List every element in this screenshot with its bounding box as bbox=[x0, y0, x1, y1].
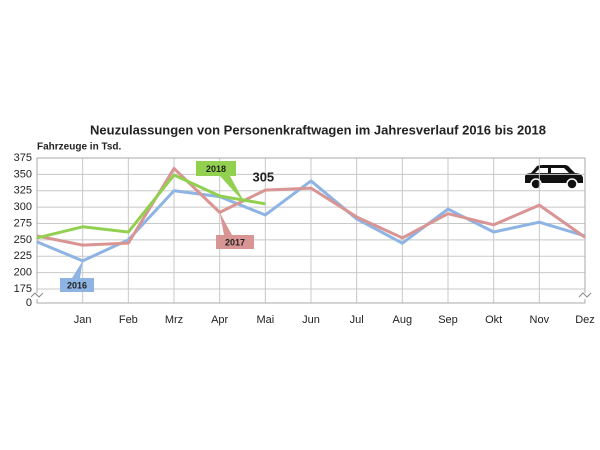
callout-pointer bbox=[72, 260, 83, 278]
axis-break bbox=[578, 292, 592, 298]
x-tick-label: Feb bbox=[119, 314, 138, 326]
x-tick-label: Jul bbox=[350, 314, 364, 326]
y-tick-label: 200 bbox=[14, 267, 32, 279]
x-tick-label: Mai bbox=[256, 314, 274, 326]
callout-box bbox=[60, 278, 94, 292]
y-axis-label: Fahrzeuge in Tsd. bbox=[37, 142, 121, 153]
x-tick-label: Sep bbox=[438, 314, 458, 326]
axis-break bbox=[30, 292, 44, 298]
callout-box bbox=[196, 161, 236, 176]
x-tick-label: Jun bbox=[302, 314, 320, 326]
series-line bbox=[36, 173, 266, 240]
x-tick-label: Mrz bbox=[165, 314, 183, 326]
y-tick-label: 325 bbox=[14, 185, 32, 197]
y-tick-label: 250 bbox=[14, 234, 32, 246]
y-tick-label: 175 bbox=[14, 283, 32, 295]
x-tick-label: Nov bbox=[530, 314, 550, 326]
series-line bbox=[36, 179, 586, 263]
y-tick-label: 275 bbox=[14, 217, 32, 229]
x-tick-label: Apr bbox=[211, 314, 228, 326]
x-tick-label: Dez bbox=[575, 314, 595, 326]
y-tick-label: 225 bbox=[14, 250, 32, 262]
series-line bbox=[36, 166, 586, 247]
x-tick-label: Aug bbox=[393, 314, 413, 326]
y-tick-label: 0 bbox=[26, 297, 32, 309]
car-icon bbox=[525, 165, 583, 190]
axis-break-gap bbox=[579, 293, 591, 299]
y-tick-label: 300 bbox=[14, 201, 32, 213]
y-tick-label: 375 bbox=[14, 152, 32, 164]
plot-frame bbox=[36, 157, 586, 304]
legend-label: 2017 bbox=[225, 237, 245, 247]
callout-pointer bbox=[219, 212, 232, 235]
y-tick-label: 350 bbox=[14, 168, 32, 180]
legend-label: 2018 bbox=[206, 164, 226, 174]
legend-label: 2016 bbox=[67, 280, 87, 290]
data-label: 305 bbox=[252, 169, 274, 184]
callout-box bbox=[216, 235, 254, 249]
callout-pointer bbox=[220, 176, 246, 204]
x-tick-label: Jan bbox=[74, 314, 92, 326]
x-tick-label: Okt bbox=[485, 314, 502, 326]
chart-title: Neuzulassungen von Personenkraftwagen im… bbox=[90, 122, 546, 137]
axis-break-gap bbox=[31, 293, 43, 299]
